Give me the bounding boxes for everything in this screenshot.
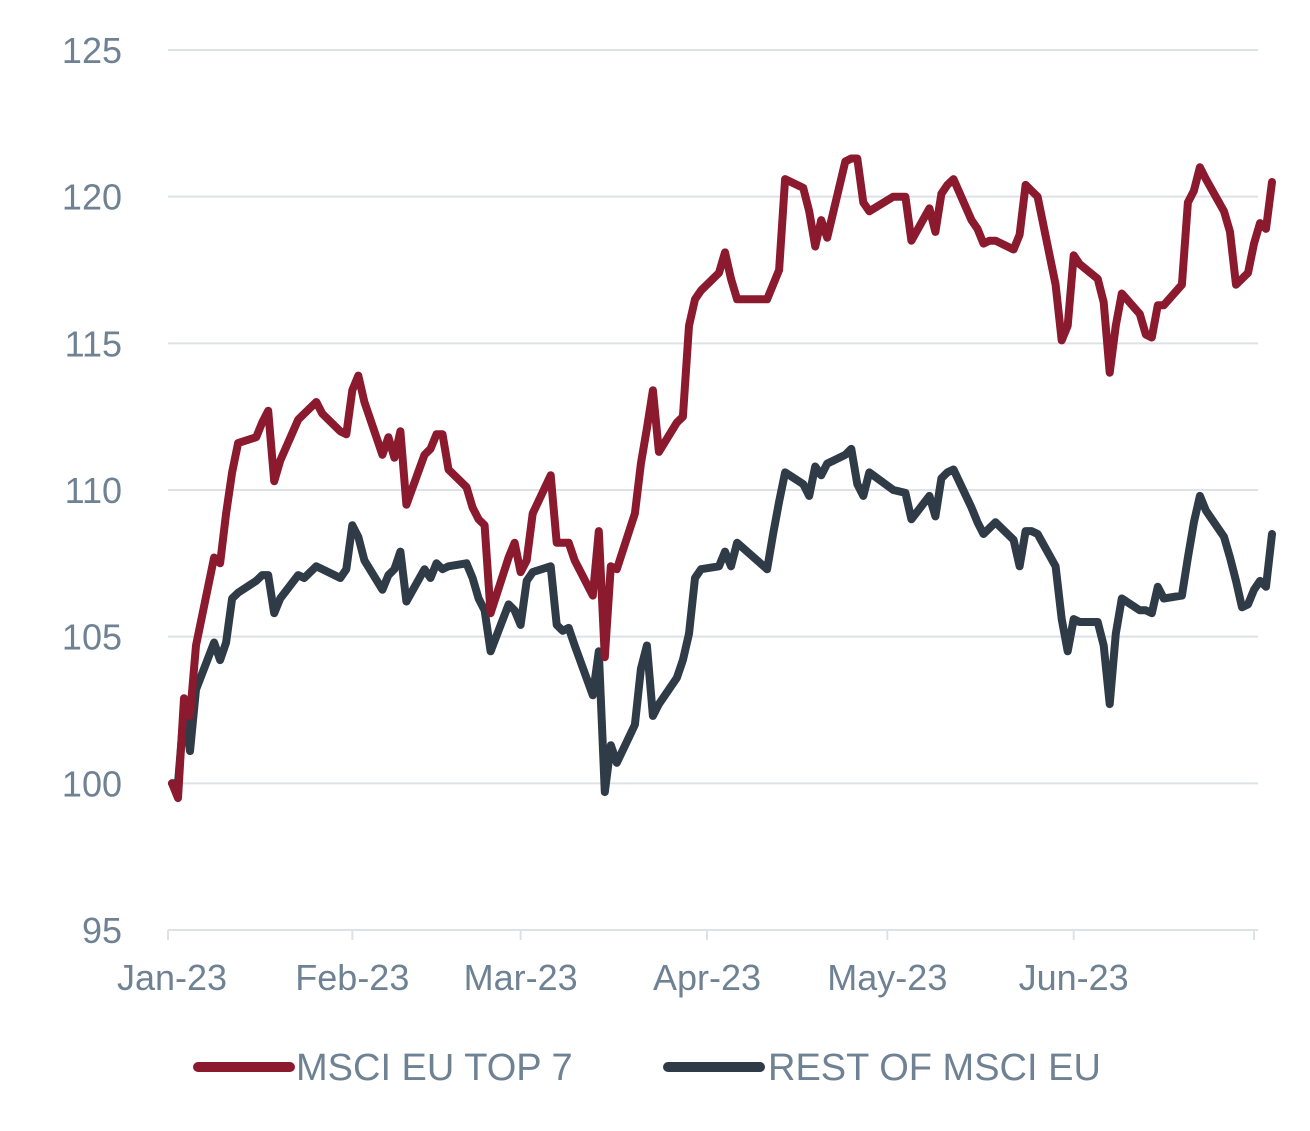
- legend-label: MSCI EU TOP 7: [296, 1047, 573, 1089]
- y-tick-label: 120: [62, 177, 122, 218]
- x-tick-label: Feb-23: [295, 957, 409, 998]
- y-tick-label: 115: [65, 323, 122, 364]
- legend: MSCI EU TOP 7 REST OF MSCI EU: [193, 1047, 1101, 1089]
- x-tick-label: Jun-23: [1019, 957, 1129, 998]
- legend-label: REST OF MSCI EU: [768, 1047, 1101, 1089]
- y-tick-label: 105: [62, 617, 122, 658]
- series-lines: [168, 154, 1276, 802]
- x-tick-label: May-23: [827, 957, 947, 998]
- series-line-rest-of-msci-eu: [168, 444, 1276, 797]
- y-axis-tick-labels: 95 100 105 110 115 120 125: [62, 30, 122, 951]
- x-tick-label: Apr-23: [653, 957, 761, 998]
- y-tick-label: 100: [62, 763, 122, 804]
- x-tick-label: Jan-23: [117, 957, 227, 998]
- y-tick-label: 125: [62, 30, 122, 71]
- x-axis: Jan-23 Feb-23 Mar-23 Apr-23 May-23 Jun-23: [117, 929, 1258, 998]
- y-tick-label: 95: [82, 910, 122, 951]
- y-tick-label: 110: [65, 470, 122, 511]
- x-tick-label: Mar-23: [464, 957, 578, 998]
- gridlines: [168, 49, 1258, 785]
- series-line-msci-eu-top-7: [168, 154, 1276, 802]
